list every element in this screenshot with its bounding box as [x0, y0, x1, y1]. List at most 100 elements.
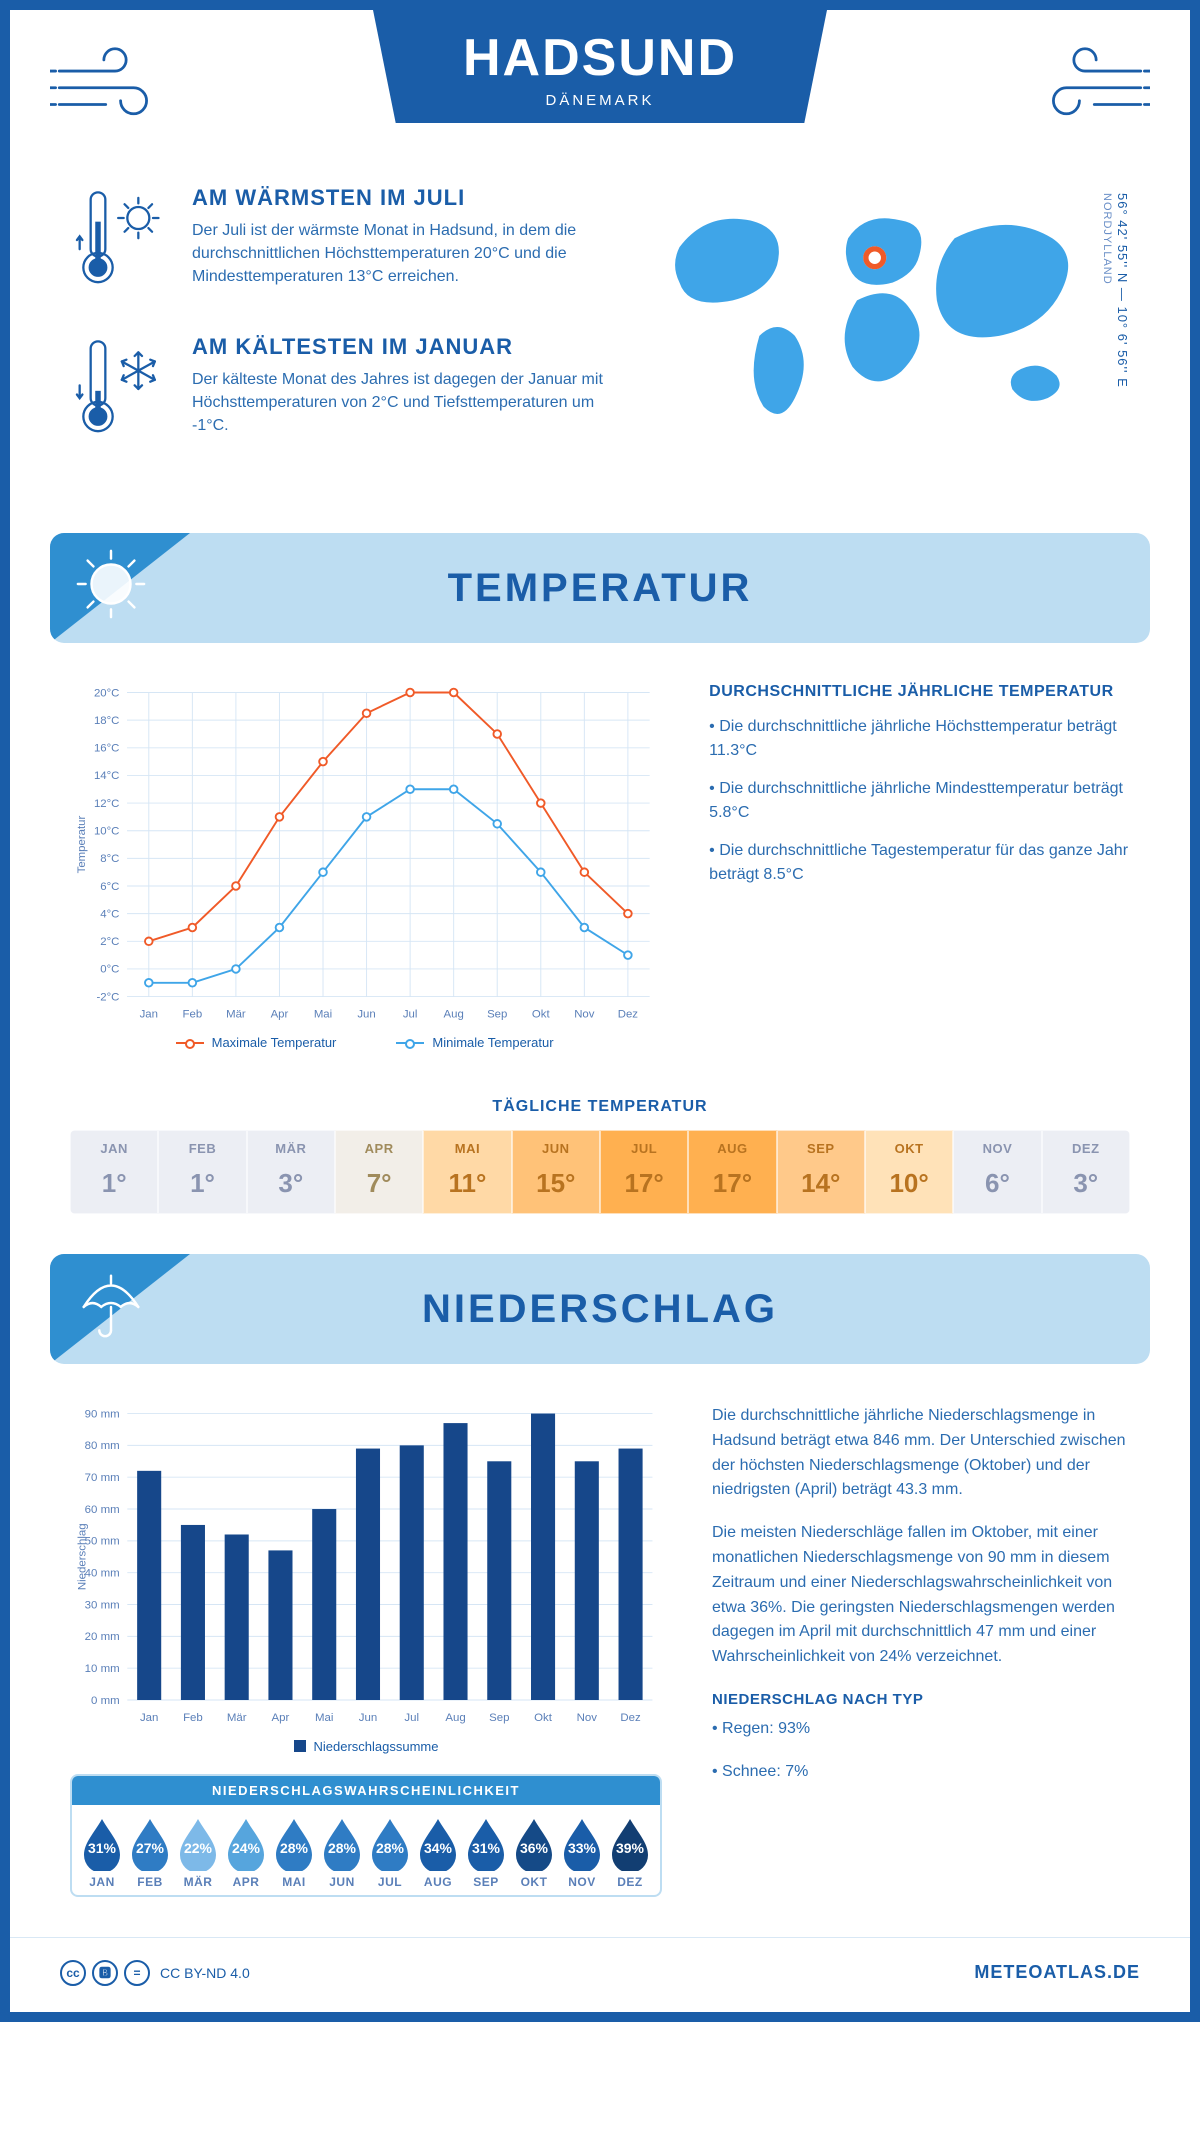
temperature-line-chart: -2°C0°C2°C4°C6°C8°C10°C12°C14°C16°C18°C2…	[70, 683, 659, 1050]
precip-rain: • Regen: 93%	[712, 1717, 1130, 1742]
daily-cell: JAN1°	[70, 1130, 158, 1214]
prob-cell: 28%MAI	[272, 1817, 316, 1889]
svg-text:Mai: Mai	[314, 1008, 332, 1020]
temp-text-title: DURCHSCHNITTLICHE JÄHRLICHE TEMPERATUR	[709, 683, 1130, 701]
svg-text:20°C: 20°C	[94, 687, 119, 699]
svg-text:Dez: Dez	[618, 1008, 639, 1020]
svg-text:Nov: Nov	[577, 1712, 598, 1724]
svg-text:4°C: 4°C	[100, 908, 119, 920]
svg-text:Jan: Jan	[140, 1008, 158, 1020]
svg-text:14°C: 14°C	[94, 770, 119, 782]
section-title-temp: TEMPERATUR	[448, 566, 753, 611]
svg-text:90 mm: 90 mm	[85, 1408, 120, 1420]
daily-cell: APR7°	[335, 1130, 423, 1214]
section-title-precip: NIEDERSCHLAG	[422, 1287, 778, 1332]
svg-text:20 mm: 20 mm	[85, 1631, 120, 1643]
svg-text:Feb: Feb	[183, 1008, 203, 1020]
city-name: HADSUND	[463, 28, 737, 88]
prob-cell: 31%JAN	[80, 1817, 124, 1889]
svg-text:Nov: Nov	[574, 1008, 595, 1020]
daily-cell: OKT10°	[865, 1130, 953, 1214]
wind-icon-right	[1020, 40, 1150, 135]
title-banner: HADSUND DÄNEMARK	[373, 10, 827, 123]
svg-text:Dez: Dez	[620, 1712, 641, 1724]
svg-text:60 mm: 60 mm	[85, 1504, 120, 1516]
svg-text:Mär: Mär	[226, 1008, 246, 1020]
svg-text:Jun: Jun	[359, 1712, 377, 1724]
svg-text:Sep: Sep	[487, 1008, 507, 1020]
svg-text:0 mm: 0 mm	[91, 1695, 120, 1707]
svg-text:18°C: 18°C	[94, 715, 119, 727]
svg-text:10 mm: 10 mm	[85, 1663, 120, 1675]
daily-temp-grid: JAN1°FEB1°MÄR3°APR7°MAI11°JUN15°JUL17°AU…	[70, 1130, 1130, 1214]
fact-warm-text: Der Juli ist der wärmste Monat in Hadsun…	[192, 219, 604, 289]
legend-max: Maximale Temperatur	[176, 1035, 337, 1050]
svg-text:10°C: 10°C	[94, 826, 119, 838]
section-precip: NIEDERSCHLAG	[50, 1254, 1150, 1364]
svg-text:40 mm: 40 mm	[85, 1568, 120, 1580]
svg-text:Okt: Okt	[532, 1008, 551, 1020]
precip-type-title: NIEDERSCHLAG NACH TYP	[712, 1688, 1130, 1711]
svg-text:Apr: Apr	[271, 1008, 289, 1020]
prob-cell: 28%JUL	[368, 1817, 412, 1889]
precip-text-p1: Die durchschnittliche jährliche Niedersc…	[712, 1404, 1130, 1503]
precip-bar-chart: 0 mm 10 mm 20 mm 30 mm 40 mm 50 mm 60 mm 70 mm 8…	[70, 1404, 662, 1729]
daily-cell: JUN15°	[512, 1130, 600, 1214]
license: cc 🅱 = CC BY-ND 4.0	[60, 1960, 250, 1986]
legend-min: Minimale Temperatur	[396, 1035, 553, 1050]
svg-text:Jul: Jul	[403, 1008, 418, 1020]
coordinates: 56° 42' 55'' N — 10° 6' 56'' E NORDJYLLA…	[1100, 185, 1130, 388]
prob-cell: 33%NOV	[560, 1817, 604, 1889]
fact-coldest: AM KÄLTESTEN IM JANUAR Der kälteste Mona…	[70, 334, 604, 449]
daily-cell: SEP14°	[777, 1130, 865, 1214]
sun-icon	[72, 545, 150, 628]
prob-cell: 27%FEB	[128, 1817, 172, 1889]
cc-icon: cc	[60, 1960, 86, 1986]
prob-cell: 28%JUN	[320, 1817, 364, 1889]
svg-text:2°C: 2°C	[100, 936, 119, 948]
svg-text:Aug: Aug	[444, 1008, 464, 1020]
prob-cell: 36%OKT	[512, 1817, 556, 1889]
svg-text:Jan: Jan	[140, 1712, 158, 1724]
prob-cell: 22%MÄR	[176, 1817, 220, 1889]
fact-cold-text: Der kälteste Monat des Jahres ist dagege…	[192, 368, 604, 438]
legend-precip: Niederschlagssumme	[294, 1739, 439, 1754]
thermometer-sun-icon	[70, 185, 170, 300]
fact-cold-title: AM KÄLTESTEN IM JANUAR	[192, 334, 604, 360]
svg-text:Feb: Feb	[183, 1712, 203, 1724]
svg-text:Mär: Mär	[227, 1712, 247, 1724]
temp-text-b3: • Die durchschnittliche Tagestemperatur …	[709, 839, 1130, 887]
daily-cell: MAI11°	[423, 1130, 511, 1214]
daily-cell: JUL17°	[600, 1130, 688, 1214]
fact-warmest: AM WÄRMSTEN IM JULI Der Juli ist der wär…	[70, 185, 604, 300]
prob-cell: 34%AUG	[416, 1817, 460, 1889]
temp-text-b2: • Die durchschnittliche jährliche Mindes…	[709, 777, 1130, 825]
svg-text:Apr: Apr	[272, 1712, 290, 1724]
svg-text:Temperatur: Temperatur	[76, 816, 88, 874]
svg-text:Sep: Sep	[489, 1712, 509, 1724]
svg-text:16°C: 16°C	[94, 743, 119, 755]
country-name: DÄNEMARK	[463, 92, 737, 109]
svg-text:Niederschlag: Niederschlag	[76, 1523, 88, 1590]
svg-text:12°C: 12°C	[94, 798, 119, 810]
precip-snow: • Schnee: 7%	[712, 1760, 1130, 1785]
daily-cell: FEB1°	[158, 1130, 246, 1214]
prob-cell: 31%SEP	[464, 1817, 508, 1889]
svg-text:50 mm: 50 mm	[85, 1536, 120, 1548]
precip-text-p2: Die meisten Niederschläge fallen im Okto…	[712, 1521, 1130, 1670]
world-map	[644, 185, 1088, 438]
nd-icon: =	[124, 1960, 150, 1986]
daily-cell: DEZ3°	[1042, 1130, 1130, 1214]
thermometer-snow-icon	[70, 334, 170, 449]
prob-cell: 24%APR	[224, 1817, 268, 1889]
prob-cell: 39%DEZ	[608, 1817, 652, 1889]
svg-text:Okt: Okt	[534, 1712, 553, 1724]
daily-cell: NOV6°	[953, 1130, 1041, 1214]
svg-text:Jun: Jun	[357, 1008, 375, 1020]
svg-text:70 mm: 70 mm	[85, 1472, 120, 1484]
svg-text:Jul: Jul	[404, 1712, 419, 1724]
prob-title: NIEDERSCHLAGSWAHRSCHEINLICHKEIT	[72, 1776, 660, 1805]
svg-text:30 mm: 30 mm	[85, 1599, 120, 1611]
by-icon: 🅱	[92, 1960, 118, 1986]
svg-text:80 mm: 80 mm	[85, 1440, 120, 1452]
